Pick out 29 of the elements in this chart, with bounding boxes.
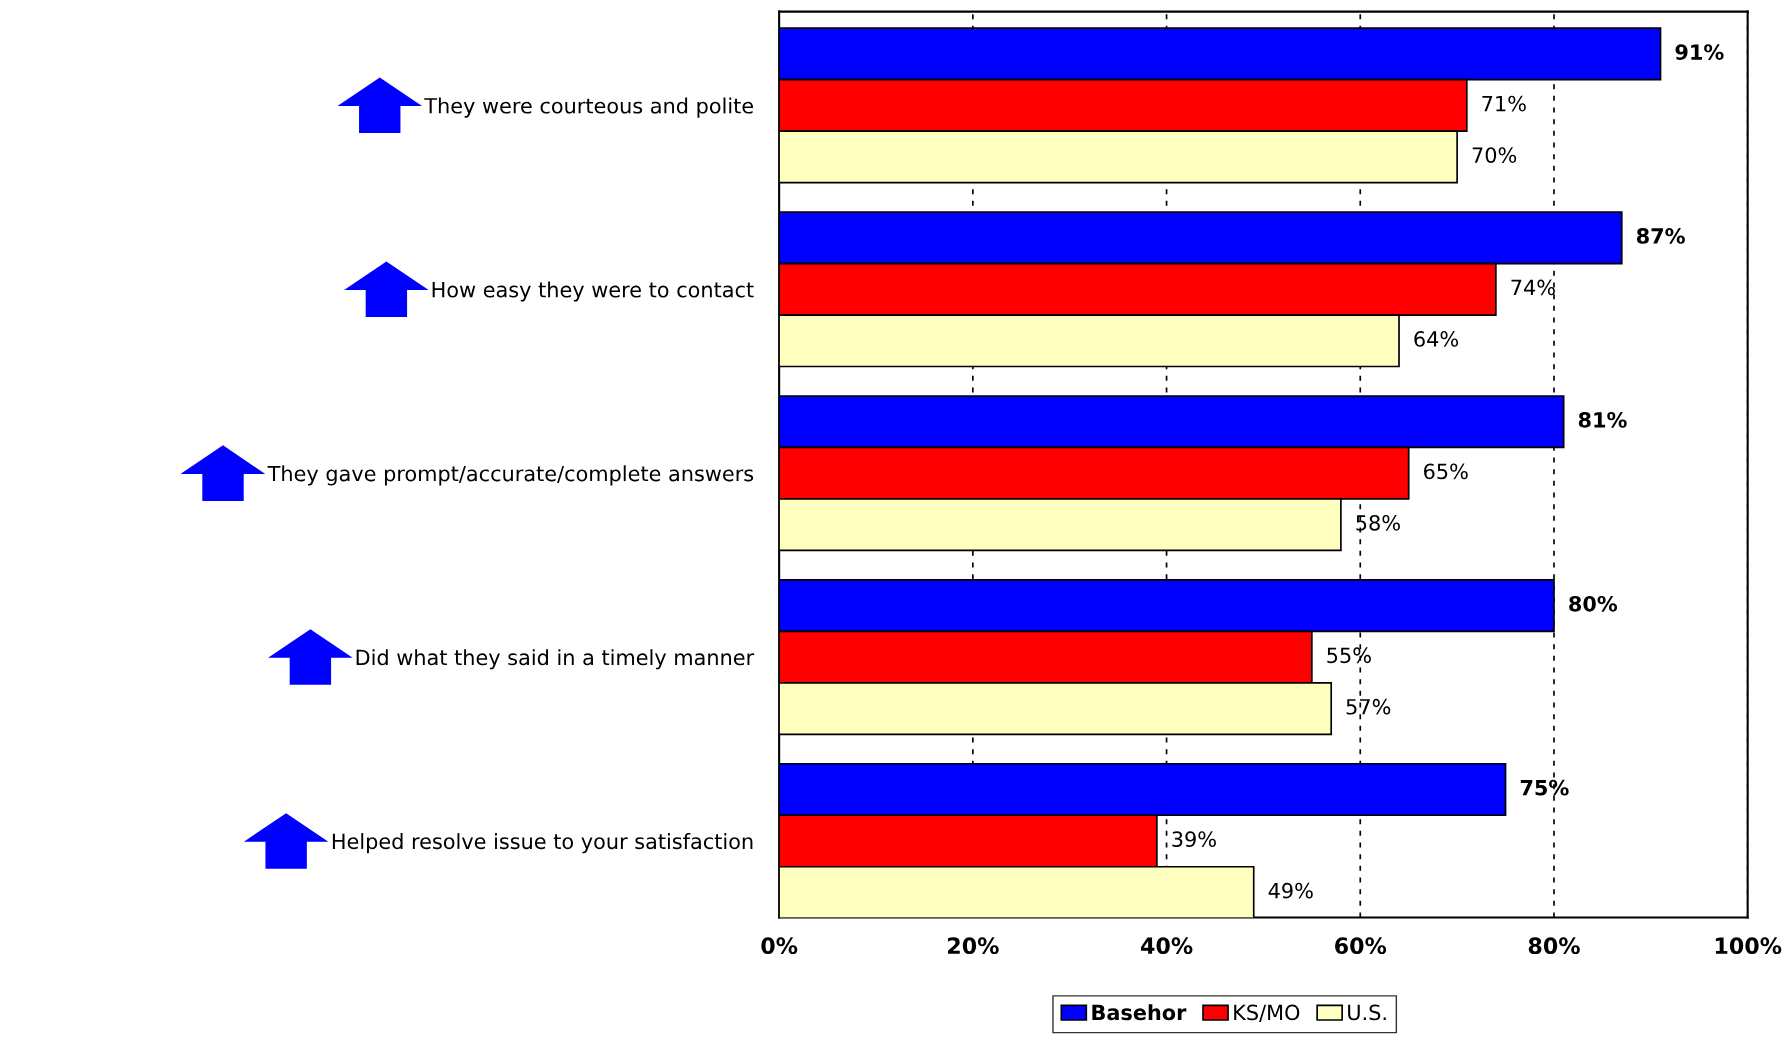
- y-tick-label: They were courteous and polite: [424, 97, 754, 118]
- legend-label: Basehor: [1092, 1004, 1187, 1021]
- x-tick-label: 0%: [761, 937, 798, 955]
- data-label: 70%: [1472, 147, 1517, 163]
- data-label: 55%: [1327, 647, 1371, 664]
- data-label: 58%: [1356, 514, 1400, 531]
- data-label: 80%: [1569, 595, 1618, 612]
- data-label: 87%: [1636, 228, 1685, 244]
- data-label: 39%: [1172, 831, 1216, 848]
- data-label: 65%: [1424, 463, 1468, 480]
- y-tick-label: How easy they were to contact: [432, 281, 754, 302]
- y-tick-label: Helped resolve issue to your satisfaction: [332, 833, 753, 854]
- data-label: 71%: [1482, 95, 1526, 112]
- x-tick-label: 60%: [1335, 937, 1387, 955]
- y-tick-label: They gave prompt/accurate/complete answers: [267, 465, 754, 486]
- data-label: 64%: [1414, 331, 1459, 347]
- x-tick-label: 40%: [1140, 937, 1193, 955]
- x-tick-label: 100%: [1715, 937, 1782, 955]
- legend-label: KS/MO: [1234, 1004, 1300, 1022]
- y-tick-label: Did what they said in a timely manner: [356, 649, 755, 670]
- legend-label: U.S.: [1348, 1004, 1386, 1021]
- x-tick-label: 80%: [1528, 937, 1580, 955]
- data-label: 75%: [1520, 779, 1569, 796]
- data-label: 49%: [1268, 882, 1313, 899]
- data-label: 91%: [1675, 44, 1724, 60]
- x-tick-label: 20%: [948, 937, 999, 955]
- data-label: 57%: [1346, 698, 1391, 715]
- data-label: 81%: [1578, 411, 1627, 428]
- data-label: 74%: [1511, 279, 1555, 296]
